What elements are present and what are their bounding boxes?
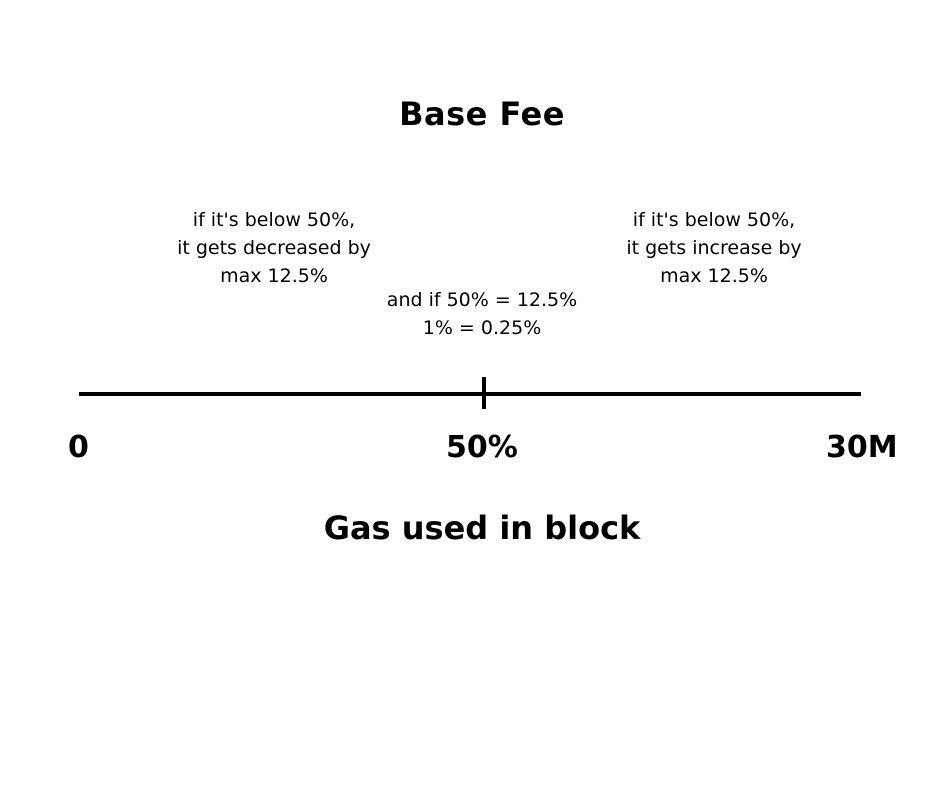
note-line: max 12.5% [660, 265, 768, 287]
note-rate: and if 50% = 12.5% 1% = 0.25% [372, 286, 592, 342]
note-below-threshold: if it's below 50%, it gets decreased by … [160, 206, 388, 290]
note-line: max 12.5% [220, 265, 328, 287]
axis-line [79, 392, 861, 396]
note-line: it gets increase by [626, 237, 802, 259]
note-line: and if 50% = 12.5% [386, 289, 578, 311]
axis-title: Gas used in block [323, 509, 641, 547]
note-line: if it's below 50%, [192, 209, 356, 231]
axis-midpoint-tick [482, 377, 486, 409]
note-line: it gets decreased by [177, 237, 371, 259]
diagram-title: Base Fee [399, 95, 565, 133]
note-above-threshold: if it's below 50%, it gets increase by m… [600, 206, 828, 290]
tick-label-end: 30M [826, 430, 898, 465]
note-line: 1% = 0.25% [422, 317, 542, 339]
tick-label-start: 0 [68, 430, 89, 465]
tick-label-midpoint: 50% [446, 430, 518, 465]
note-line: if it's below 50%, [632, 209, 796, 231]
